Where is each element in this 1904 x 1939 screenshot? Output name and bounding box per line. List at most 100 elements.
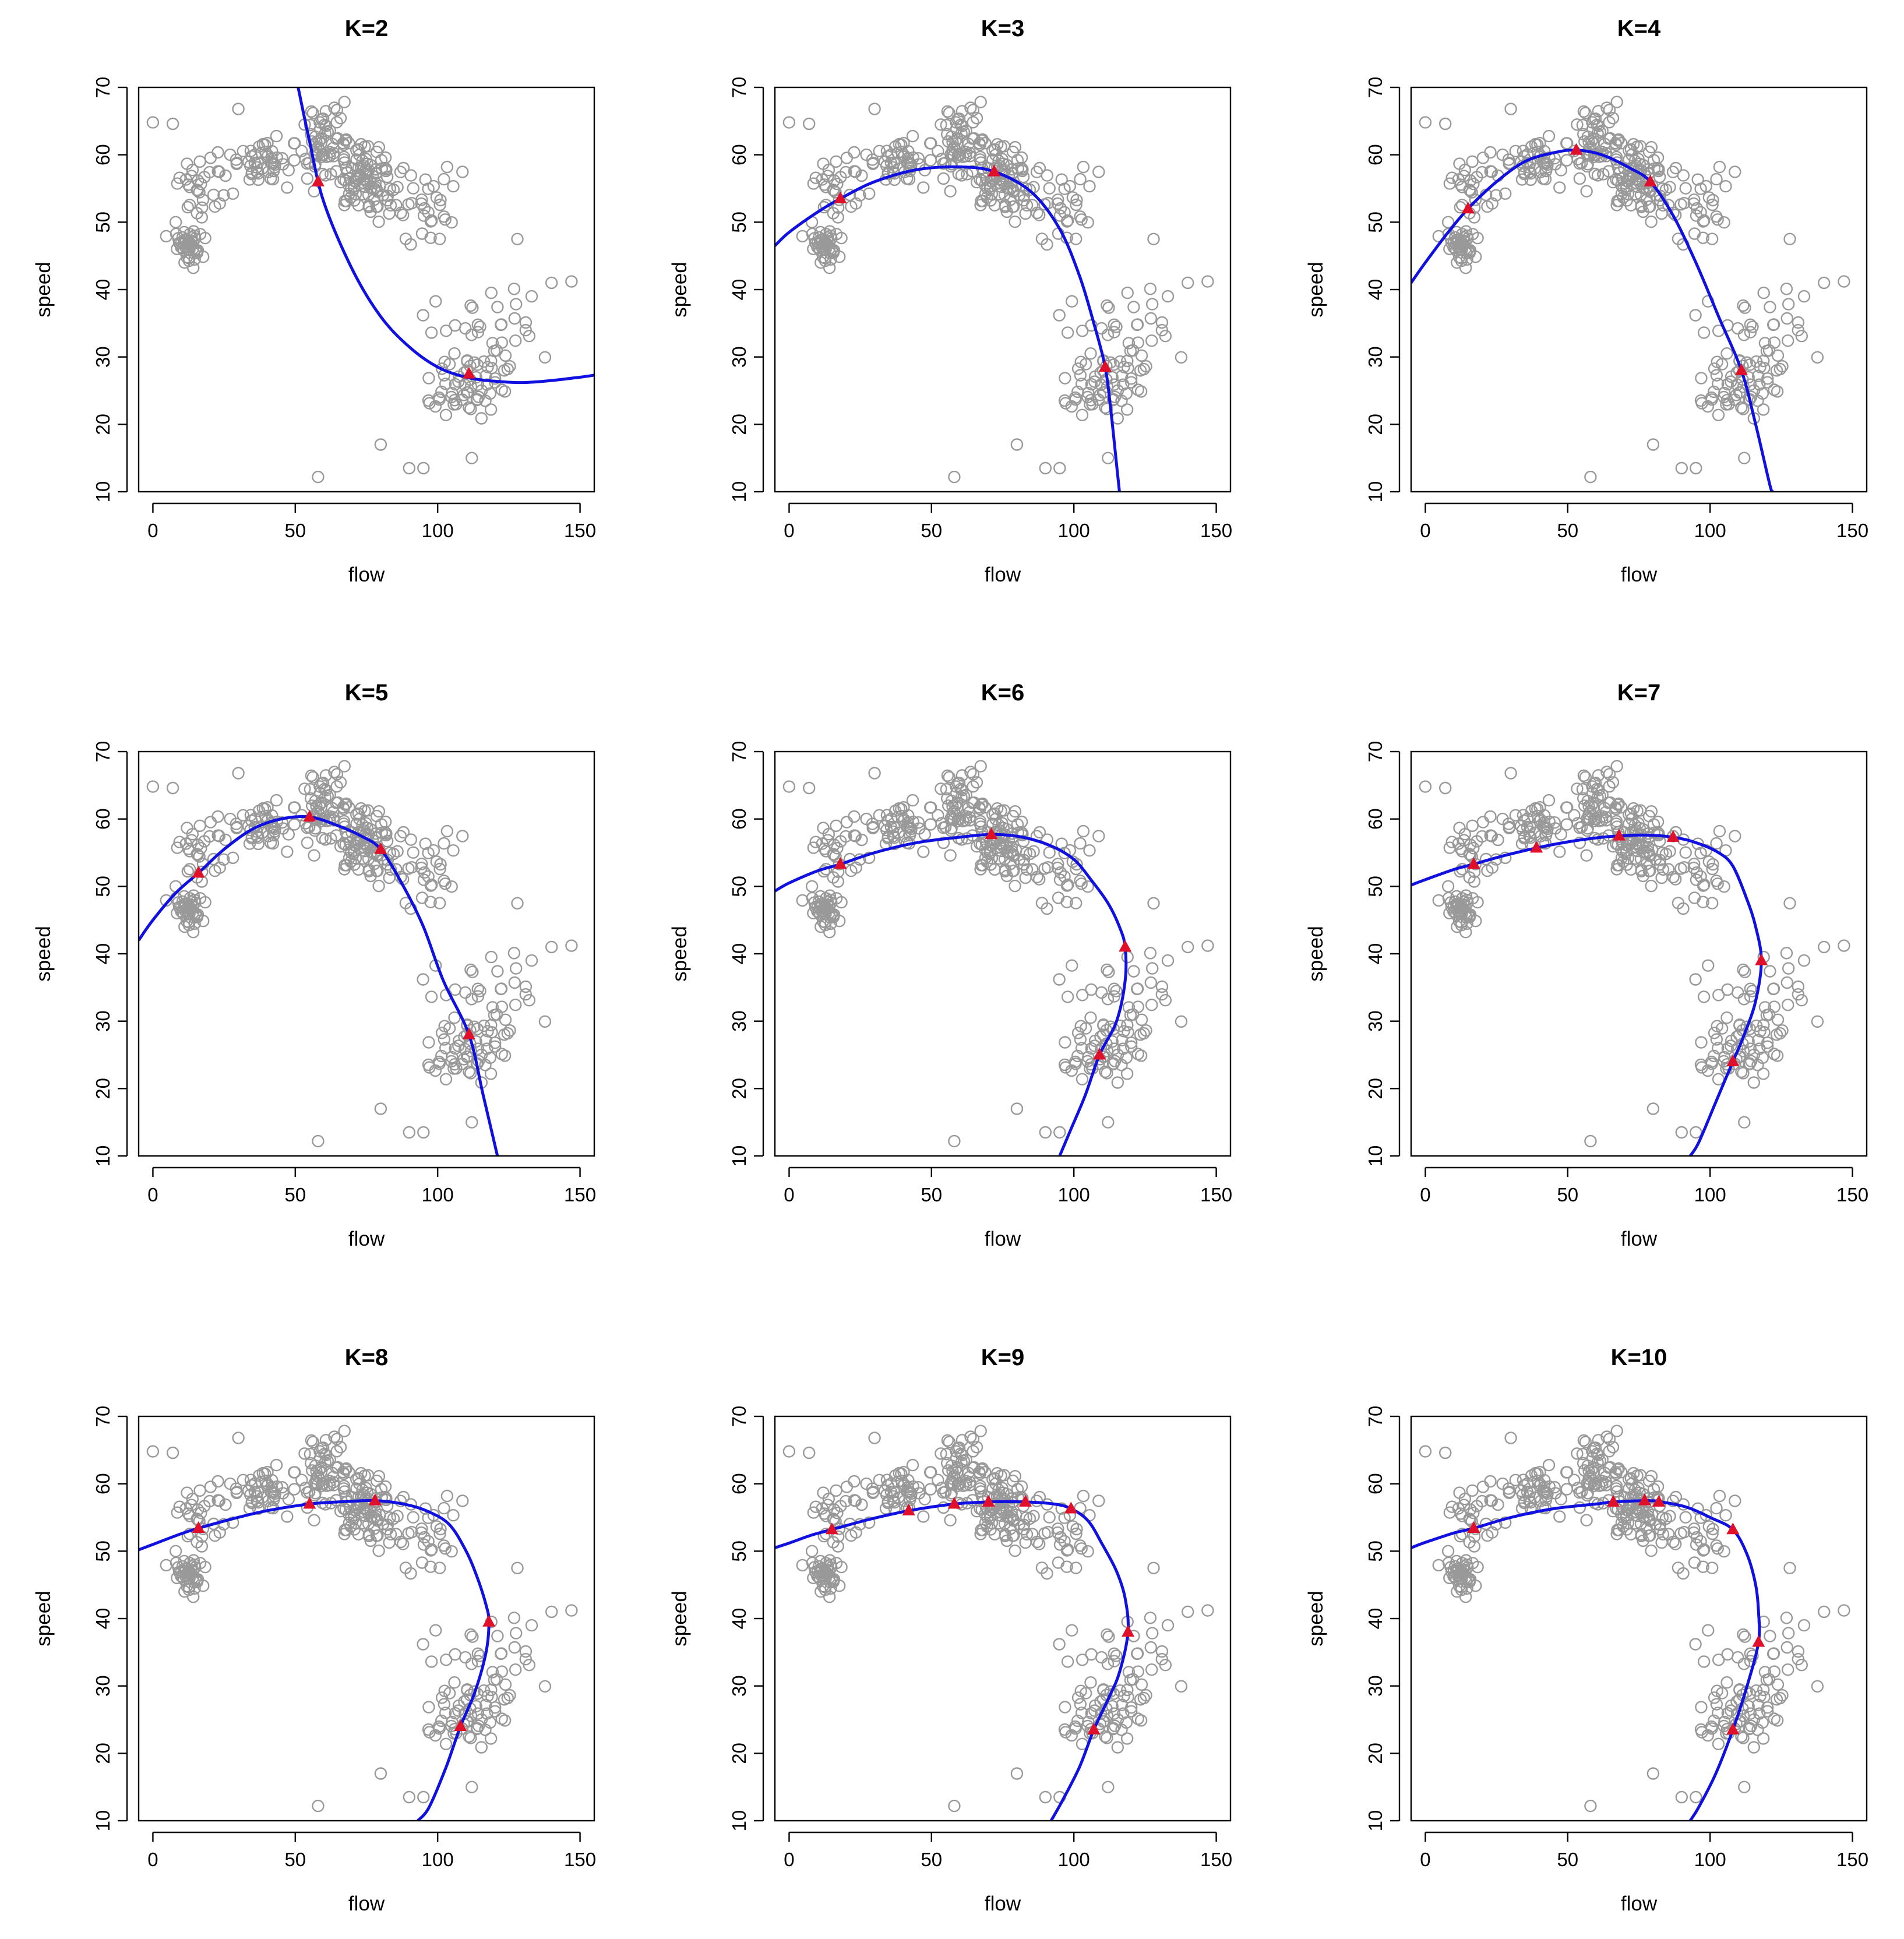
data-point — [243, 173, 256, 186]
data-point — [1747, 1076, 1761, 1089]
data-point — [1706, 862, 1719, 876]
data-point — [902, 821, 915, 834]
data-point — [309, 822, 322, 835]
data-point — [407, 182, 419, 195]
data-point — [833, 1579, 846, 1592]
y-axis-label: speed — [1304, 262, 1327, 317]
data-point — [1145, 962, 1159, 975]
data-point — [343, 136, 355, 150]
data-point — [1464, 848, 1477, 862]
data-point — [538, 1680, 552, 1693]
data-point — [937, 172, 950, 185]
data-point — [1075, 378, 1088, 390]
data-point — [433, 862, 446, 876]
data-point — [1539, 1493, 1553, 1507]
data-point — [952, 167, 965, 181]
data-point — [379, 829, 393, 842]
data-point — [1075, 213, 1088, 226]
data-point — [951, 150, 964, 163]
data-point — [422, 1058, 435, 1071]
data-point — [1838, 939, 1850, 952]
y-tick-label: 60 — [728, 144, 750, 165]
data-point — [935, 817, 948, 830]
data-point — [1077, 1489, 1090, 1503]
data-point — [213, 165, 225, 178]
data-point — [350, 817, 363, 830]
data-point — [1560, 1483, 1573, 1496]
data-point — [1043, 182, 1056, 195]
data-point — [184, 199, 196, 211]
data-point — [1016, 164, 1029, 178]
x-tick-label: 50 — [921, 1184, 942, 1205]
data-point — [1645, 140, 1658, 154]
data-point — [433, 198, 446, 211]
data-point — [301, 172, 314, 185]
data-point — [176, 1571, 189, 1584]
data-point — [196, 201, 209, 214]
data-point — [1106, 1700, 1119, 1713]
data-point — [281, 845, 294, 858]
data-point — [312, 1134, 325, 1148]
data-point — [1740, 356, 1753, 369]
data-point — [397, 1538, 410, 1550]
data-point — [519, 1645, 533, 1658]
data-point — [1459, 889, 1473, 902]
data-point — [849, 861, 862, 874]
data-point — [1751, 1034, 1765, 1046]
data-point — [434, 858, 447, 871]
data-point — [313, 780, 326, 793]
data-point — [1484, 1475, 1497, 1488]
data-point — [1055, 173, 1068, 186]
data-point — [538, 1015, 552, 1028]
data-point — [465, 1658, 478, 1670]
data-point — [1838, 275, 1850, 288]
data-point — [484, 1051, 496, 1064]
data-point — [1145, 1627, 1159, 1640]
data-point — [1496, 812, 1509, 826]
y-tick-label: 60 — [728, 808, 750, 830]
data-point — [471, 982, 484, 995]
data-point — [1454, 865, 1467, 878]
data-point — [1108, 990, 1121, 1003]
data-point — [270, 129, 283, 143]
data-point — [1764, 301, 1776, 313]
data-point — [1586, 116, 1599, 129]
data-point — [809, 835, 822, 848]
data-point — [1088, 1704, 1101, 1717]
data-point — [1145, 298, 1159, 311]
data-point — [481, 1707, 493, 1720]
data-point — [957, 1454, 971, 1468]
data-point — [1464, 184, 1477, 198]
y-tick-label: 40 — [92, 279, 114, 301]
data-point — [435, 1027, 449, 1039]
data-point — [425, 1655, 438, 1668]
data-point — [525, 290, 538, 303]
data-point — [1054, 866, 1067, 879]
data-point — [1464, 174, 1477, 187]
data-point — [308, 1514, 320, 1526]
data-point — [380, 170, 394, 184]
data-point — [1746, 320, 1759, 333]
data-point — [1455, 1528, 1469, 1540]
data-point — [1503, 156, 1516, 170]
data-point — [1000, 1534, 1013, 1547]
data-point — [950, 116, 962, 129]
data-point — [338, 1425, 351, 1437]
data-point — [1469, 1579, 1482, 1592]
x-tick-label: 150 — [564, 1184, 596, 1205]
data-point — [281, 181, 294, 194]
data-point — [1579, 1436, 1592, 1448]
data-point — [166, 781, 179, 795]
data-point — [495, 982, 508, 995]
data-point — [195, 1506, 207, 1520]
data-point — [171, 841, 184, 854]
data-point — [1458, 827, 1472, 841]
data-point — [866, 156, 880, 170]
data-point — [166, 1446, 179, 1459]
plot-frame — [774, 750, 1232, 1157]
data-point — [833, 914, 846, 928]
data-point — [1085, 1042, 1098, 1055]
data-point — [1071, 1027, 1085, 1039]
data-point — [464, 1067, 477, 1080]
